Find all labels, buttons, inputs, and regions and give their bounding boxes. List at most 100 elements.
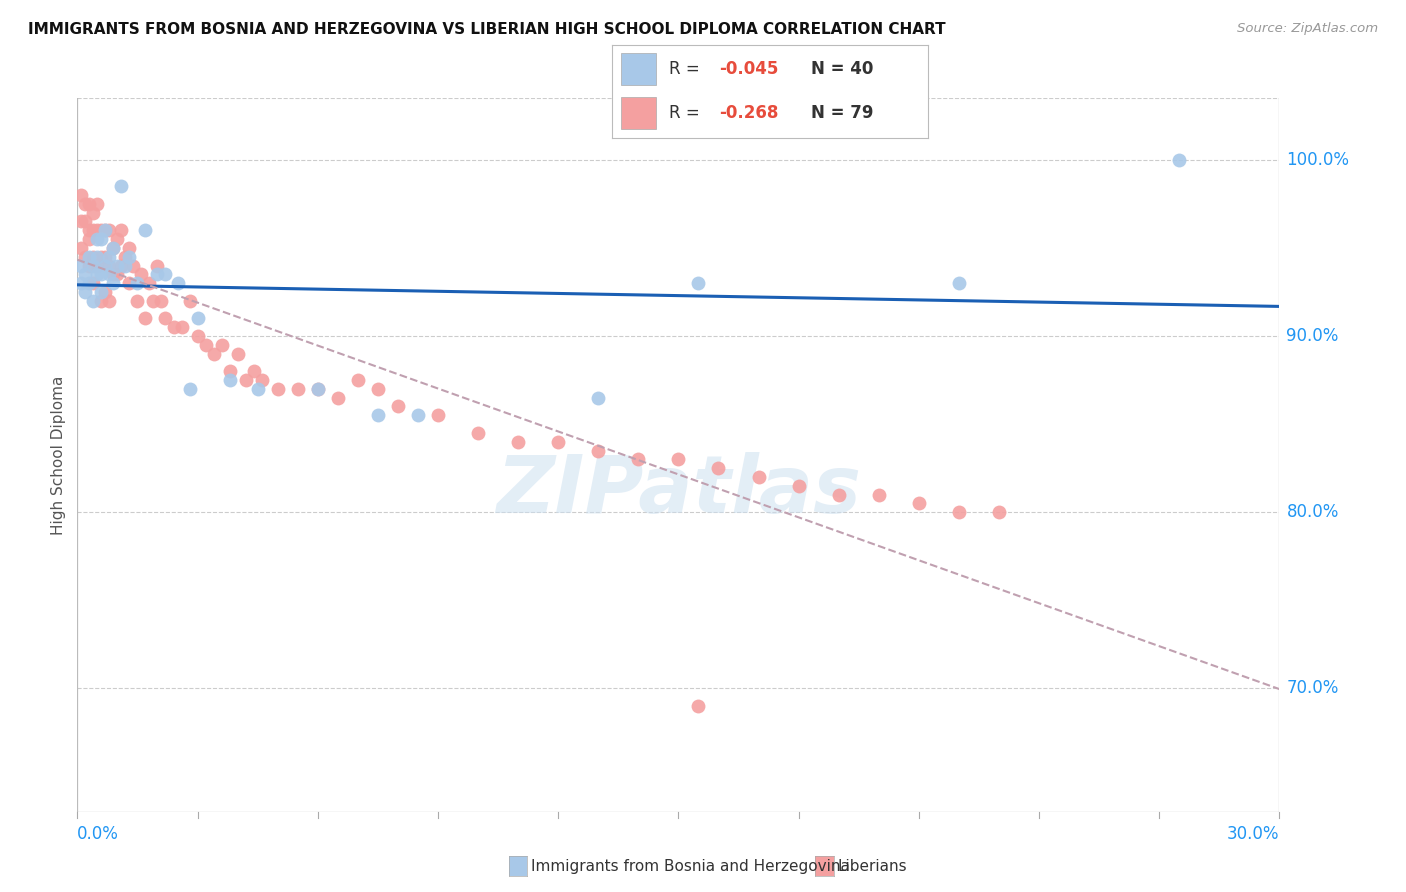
Point [588, 443, 610, 458]
Text: 100.0%: 100.0% [1286, 151, 1350, 169]
Point [127, 293, 149, 308]
Point [127, 276, 149, 290]
Point [75, 285, 97, 299]
Point [98, 268, 121, 282]
Text: Liberians: Liberians [838, 859, 908, 873]
Y-axis label: High School Diploma: High School Diploma [51, 376, 66, 534]
Point [988, 505, 1011, 519]
Point [82, 205, 104, 219]
Point [307, 382, 329, 396]
Point [146, 268, 169, 282]
Point [828, 487, 851, 501]
Point [114, 259, 136, 273]
Text: Immigrants from Bosnia and Herzegovina: Immigrants from Bosnia and Herzegovina [531, 859, 851, 873]
Point [146, 259, 169, 273]
Text: R =: R = [669, 104, 699, 122]
Point [103, 276, 125, 290]
Point [588, 391, 610, 405]
Point [79, 276, 101, 290]
Point [194, 338, 217, 352]
Point [166, 276, 188, 290]
Point [86, 250, 108, 264]
Text: -0.268: -0.268 [720, 104, 779, 122]
Point [547, 434, 569, 449]
Point [94, 259, 117, 273]
Text: R =: R = [669, 60, 699, 78]
Point [82, 259, 104, 273]
Point [90, 285, 112, 299]
Point [131, 268, 153, 282]
Point [79, 250, 101, 264]
Text: ZIPatlas: ZIPatlas [496, 451, 860, 530]
Point [75, 214, 97, 228]
Point [107, 232, 129, 246]
Point [948, 505, 970, 519]
Point [107, 268, 129, 282]
Point [82, 223, 104, 237]
Point [347, 373, 370, 387]
Text: 30.0%: 30.0% [1227, 825, 1279, 843]
Point [98, 250, 121, 264]
Point [948, 276, 970, 290]
Point [134, 223, 156, 237]
Point [688, 698, 710, 713]
Point [90, 223, 112, 237]
FancyBboxPatch shape [621, 53, 655, 85]
Point [246, 382, 269, 396]
Point [908, 496, 931, 510]
Point [70, 276, 93, 290]
Point [94, 223, 117, 237]
Text: IMMIGRANTS FROM BOSNIA AND HERZEGOVINA VS LIBERIAN HIGH SCHOOL DIPLOMA CORRELATI: IMMIGRANTS FROM BOSNIA AND HERZEGOVINA V… [28, 22, 946, 37]
Point [250, 373, 273, 387]
Point [367, 409, 389, 423]
Point [170, 320, 193, 334]
Point [367, 382, 389, 396]
Point [186, 311, 209, 326]
Point [70, 241, 93, 255]
Point [107, 259, 129, 273]
Point [162, 320, 184, 334]
Point [110, 223, 132, 237]
Text: -0.045: -0.045 [720, 60, 779, 78]
Point [103, 241, 125, 255]
Point [94, 223, 117, 237]
Point [70, 259, 93, 273]
Text: 80.0%: 80.0% [1286, 503, 1339, 521]
Point [86, 197, 108, 211]
Point [202, 346, 225, 360]
Point [110, 259, 132, 273]
Point [98, 259, 121, 273]
Point [70, 188, 93, 202]
Text: N = 40: N = 40 [811, 60, 873, 78]
Point [267, 382, 290, 396]
Point [114, 250, 136, 264]
Point [75, 197, 97, 211]
Point [86, 259, 108, 273]
Point [186, 329, 209, 343]
Point [98, 223, 121, 237]
Point [86, 223, 108, 237]
Point [122, 259, 145, 273]
Point [94, 250, 117, 264]
FancyBboxPatch shape [621, 97, 655, 129]
Point [508, 434, 530, 449]
Point [668, 452, 690, 467]
Point [134, 311, 156, 326]
Point [75, 250, 97, 264]
Point [688, 276, 710, 290]
Point [387, 400, 409, 414]
Point [86, 268, 108, 282]
Point [179, 293, 201, 308]
Point [307, 382, 329, 396]
Point [787, 479, 810, 493]
Point [98, 293, 121, 308]
Point [90, 268, 112, 282]
Point [242, 364, 264, 378]
Point [326, 391, 349, 405]
Point [82, 276, 104, 290]
Point [707, 461, 730, 475]
Point [94, 285, 117, 299]
Point [79, 197, 101, 211]
Point [406, 409, 429, 423]
Point [90, 232, 112, 246]
